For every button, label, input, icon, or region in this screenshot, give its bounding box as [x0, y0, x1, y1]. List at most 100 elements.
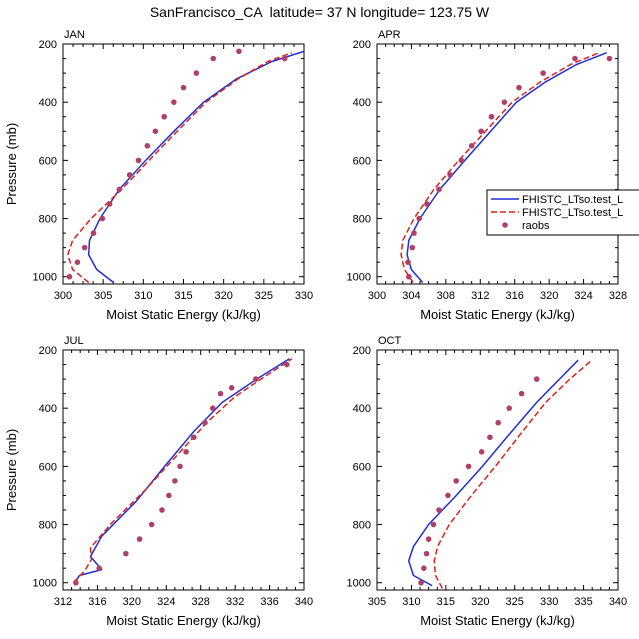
x-axis-label: Moist Static Energy (kJ/kg)	[420, 613, 575, 628]
raobs-point	[406, 273, 412, 280]
x-tick-label: 320	[214, 290, 232, 302]
raobs-point	[144, 143, 151, 149]
raobs-point	[453, 478, 459, 484]
raobs-point	[421, 565, 427, 571]
legend-label: FHISTC_LTso.test_L	[522, 207, 623, 219]
series-line-solid	[74, 358, 290, 584]
legend: FHISTC_LTso.test_LFHISTC_LTso.test_Lraob…	[486, 189, 639, 236]
raobs-point	[81, 244, 88, 251]
raobs-point	[209, 405, 216, 411]
y-tick-label: 1000	[33, 578, 57, 590]
raobs-point	[572, 55, 578, 62]
series-line-solid	[406, 52, 608, 283]
raobs-point	[228, 385, 235, 391]
y-tick-label: 600	[353, 461, 371, 473]
x-tick-label: 340	[609, 596, 627, 608]
y-tick-label: 600	[39, 461, 57, 473]
x-tick-label: 310	[134, 290, 152, 302]
raobs-point	[411, 230, 417, 236]
raobs-point	[606, 55, 613, 62]
x-tick-label: 320	[471, 596, 489, 608]
raobs-point	[283, 361, 290, 368]
x-tick-label: 332	[226, 596, 244, 608]
x-tick-label: 316	[506, 290, 524, 302]
raobs-point	[106, 201, 113, 207]
y-tick-label: 200	[353, 39, 371, 51]
raobs-point	[405, 259, 411, 265]
raobs-point	[180, 84, 187, 91]
panel-label: APR	[378, 29, 401, 41]
panel-apr: 300 304 308 312 316 320 324 328 200 400 600 800 1000…	[347, 29, 628, 322]
raobs-point	[436, 186, 442, 193]
raobs-point	[177, 463, 183, 470]
raobs-point	[191, 434, 197, 441]
series-line-solid	[87, 50, 304, 284]
raobs-point	[126, 172, 133, 178]
x-tick-label: 304	[402, 290, 420, 302]
panel-oct: 305 310 315 320 325 330 335 340 200 400 600 800 1000…	[347, 335, 628, 628]
series-line-dashed	[67, 51, 293, 284]
x-tick-label: 312	[54, 596, 72, 608]
raobs-point	[409, 244, 416, 251]
x-tick-label: 300	[54, 290, 72, 302]
raobs-point	[210, 55, 217, 62]
raobs-point	[468, 143, 475, 149]
raobs-point	[418, 579, 424, 586]
raobs-point	[425, 536, 432, 542]
chart-title: SanFrancisco_CA latitude= 37 N longitude…	[149, 4, 490, 20]
x-tick-label: 324	[574, 290, 592, 302]
y-tick-label: 800	[39, 214, 57, 226]
x-tick-label: 336	[260, 596, 278, 608]
y-tick-label: 1000	[347, 272, 371, 284]
y-tick-label: 400	[353, 97, 371, 109]
y-tick-label: 1000	[347, 578, 371, 590]
series-line-dashed	[72, 358, 293, 584]
x-tick-label: 310	[402, 596, 420, 608]
raobs-point	[516, 84, 522, 91]
x-tick-label: 325	[255, 290, 273, 302]
y-tick-label: 400	[39, 403, 57, 415]
raobs-point	[518, 390, 525, 397]
y-axis-label: Pressure (mb)	[4, 429, 19, 511]
y-tick-label: 200	[39, 345, 57, 357]
raobs-point	[458, 157, 465, 164]
raobs-point	[135, 157, 142, 164]
y-tick-label: 600	[353, 155, 371, 167]
x-tick-label: 315	[437, 596, 455, 608]
raobs-point	[202, 419, 208, 426]
panel-jul: 312 316 320 324 328 332 336 340 200 400 600 800 1000…	[4, 335, 313, 628]
x-tick-label: 335	[574, 596, 592, 608]
x-tick-label: 320	[123, 596, 141, 608]
raobs-point	[253, 376, 259, 382]
x-tick-label: 300	[368, 290, 386, 302]
series-line-solid	[407, 359, 579, 587]
y-tick-label: 200	[39, 39, 57, 51]
panel-jan: 300 305 310 315 320 325 330 200 400 600 800 1000 JAN…	[4, 29, 313, 322]
plot-frame	[62, 349, 305, 591]
raobs-point	[183, 449, 189, 455]
x-tick-label: 324	[157, 596, 175, 608]
raobs-point	[423, 550, 430, 557]
raobs-point	[148, 521, 155, 528]
series-line-dashed	[400, 52, 600, 283]
y-tick-label: 600	[39, 155, 57, 167]
raobs-point	[436, 507, 442, 513]
panel-label: JAN	[64, 29, 85, 41]
plot-data	[72, 358, 293, 586]
x-tick-label: 330	[295, 290, 313, 302]
y-tick-label: 1000	[33, 272, 57, 284]
raobs-point	[533, 376, 540, 382]
x-tick-label: 320	[540, 290, 558, 302]
raobs-point	[217, 390, 224, 397]
plot-frame	[376, 349, 619, 591]
raobs-point	[465, 463, 472, 470]
y-tick-label: 800	[353, 214, 371, 226]
raobs-point	[171, 99, 177, 105]
raobs-point	[445, 492, 451, 499]
raobs-point	[90, 230, 97, 236]
raobs-point	[172, 478, 178, 484]
x-tick-label: 316	[88, 596, 106, 608]
raobs-point	[540, 70, 546, 76]
x-tick-label: 330	[540, 596, 558, 608]
